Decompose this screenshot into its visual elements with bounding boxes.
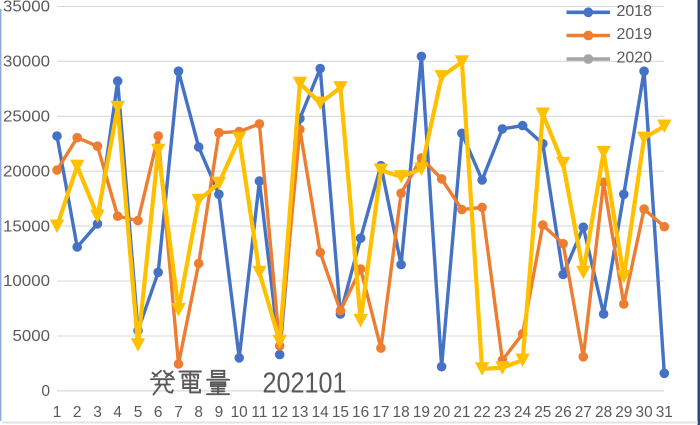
svg-text:20000: 20000	[3, 163, 50, 180]
svg-text:15000: 15000	[3, 218, 50, 235]
svg-text:17: 17	[372, 404, 389, 421]
svg-text:8: 8	[194, 404, 203, 421]
svg-text:0: 0	[41, 383, 50, 400]
svg-text:2019: 2019	[617, 26, 653, 43]
svg-text:28: 28	[595, 404, 612, 421]
svg-text:3: 3	[93, 404, 102, 421]
svg-text:21: 21	[453, 404, 470, 421]
svg-text:25: 25	[534, 404, 551, 421]
svg-text:5: 5	[134, 404, 143, 421]
svg-text:10000: 10000	[3, 273, 50, 290]
svg-text:4: 4	[113, 404, 122, 421]
svg-text:6: 6	[154, 404, 163, 421]
svg-text:14: 14	[312, 404, 330, 421]
svg-text:29: 29	[615, 404, 632, 421]
svg-text:2: 2	[73, 404, 82, 421]
svg-text:9: 9	[215, 404, 224, 421]
svg-text:18: 18	[393, 404, 410, 421]
svg-text:10: 10	[231, 404, 248, 421]
svg-text:7: 7	[174, 404, 183, 421]
svg-text:35000: 35000	[3, 0, 50, 16]
svg-text:2018: 2018	[617, 3, 653, 20]
svg-text:5000: 5000	[13, 328, 51, 345]
svg-text:1: 1	[53, 404, 62, 421]
svg-text:31: 31	[656, 404, 673, 421]
svg-text:20: 20	[433, 404, 450, 421]
svg-text:30000: 30000	[3, 54, 50, 71]
svg-text:13: 13	[291, 404, 308, 421]
svg-text:202101: 202101	[263, 368, 347, 400]
svg-text:2020: 2020	[617, 50, 653, 67]
svg-text:15: 15	[332, 404, 349, 421]
svg-text:27: 27	[575, 404, 592, 421]
svg-text:19: 19	[413, 404, 430, 421]
svg-text:25000: 25000	[3, 109, 50, 126]
svg-text:26: 26	[555, 404, 572, 421]
svg-text:12: 12	[271, 404, 288, 421]
svg-text:24: 24	[514, 404, 532, 421]
svg-text:30: 30	[636, 404, 653, 421]
svg-text:23: 23	[494, 404, 511, 421]
svg-text:22: 22	[474, 404, 491, 421]
svg-text:11: 11	[251, 404, 267, 421]
svg-text:16: 16	[352, 404, 369, 421]
